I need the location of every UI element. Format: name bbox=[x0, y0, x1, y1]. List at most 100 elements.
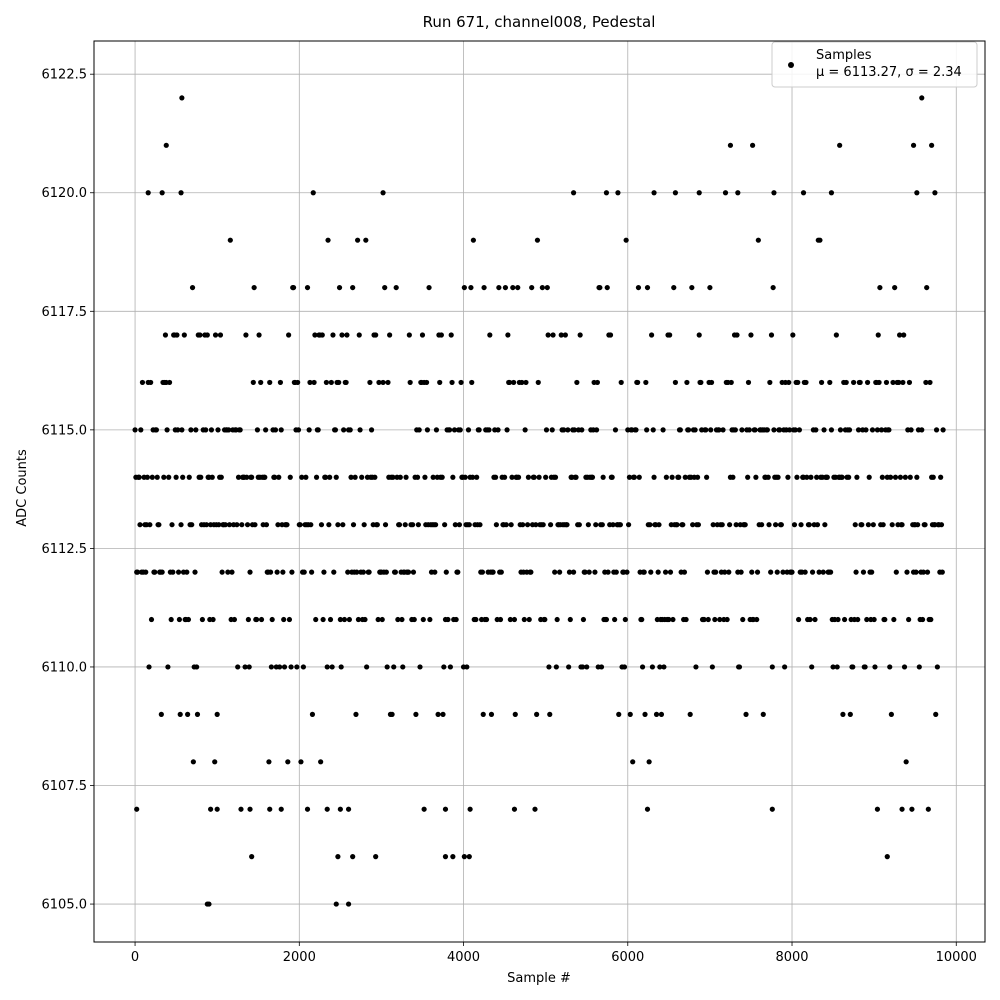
data-point bbox=[754, 616, 760, 623]
data-point bbox=[794, 474, 800, 480]
x-tick-label: 2000 bbox=[283, 950, 316, 965]
data-point bbox=[295, 427, 302, 433]
data-point bbox=[403, 474, 409, 480]
data-point bbox=[278, 806, 284, 812]
data-point bbox=[814, 522, 821, 528]
data-point bbox=[193, 427, 199, 433]
data-point bbox=[623, 237, 629, 243]
data-point bbox=[710, 522, 716, 528]
data-point bbox=[474, 474, 480, 480]
data-point bbox=[324, 664, 330, 670]
data-point bbox=[396, 522, 403, 528]
data-point bbox=[363, 237, 369, 243]
data-point bbox=[864, 616, 870, 623]
data-point bbox=[145, 190, 151, 196]
data-point bbox=[859, 522, 865, 528]
data-point bbox=[407, 379, 413, 386]
data-point bbox=[247, 806, 253, 812]
data-point bbox=[149, 474, 155, 480]
data-point bbox=[795, 379, 801, 386]
data-point bbox=[158, 711, 164, 717]
data-point bbox=[287, 474, 293, 480]
data-point bbox=[626, 522, 632, 528]
data-point bbox=[226, 522, 233, 528]
data-point bbox=[778, 522, 784, 528]
data-point bbox=[543, 427, 550, 433]
data-point bbox=[360, 569, 366, 575]
data-point bbox=[410, 522, 416, 528]
data-point bbox=[833, 332, 839, 338]
data-point bbox=[683, 616, 689, 623]
data-point bbox=[650, 427, 656, 433]
data-point bbox=[671, 284, 677, 291]
data-point bbox=[736, 664, 743, 670]
data-point bbox=[337, 616, 343, 623]
data-point bbox=[382, 284, 388, 291]
data-point bbox=[814, 474, 820, 480]
data-point bbox=[469, 379, 475, 386]
data-point bbox=[373, 332, 379, 338]
data-point bbox=[893, 569, 899, 575]
data-point bbox=[940, 427, 946, 433]
plot-frame bbox=[93, 40, 986, 943]
data-point bbox=[790, 332, 796, 338]
data-point bbox=[726, 569, 732, 575]
data-point bbox=[584, 664, 590, 670]
data-point bbox=[289, 569, 295, 575]
data-point bbox=[162, 332, 169, 338]
data-point bbox=[214, 711, 220, 717]
data-point bbox=[651, 190, 657, 196]
data-point bbox=[672, 190, 679, 196]
data-point bbox=[830, 664, 836, 670]
data-point bbox=[258, 616, 265, 623]
data-point bbox=[580, 664, 586, 670]
data-point bbox=[304, 284, 311, 291]
data-point bbox=[682, 474, 688, 480]
data-point bbox=[203, 522, 210, 528]
data-point bbox=[549, 427, 555, 433]
data-point bbox=[571, 427, 578, 433]
data-point bbox=[206, 901, 212, 907]
data-point bbox=[442, 522, 448, 528]
y-tick-label: 6122.5 bbox=[42, 68, 88, 83]
data-point bbox=[759, 522, 765, 528]
data-point bbox=[350, 522, 357, 528]
data-point bbox=[461, 854, 467, 860]
data-point bbox=[719, 522, 725, 528]
data-point bbox=[156, 522, 162, 528]
data-point bbox=[764, 427, 770, 433]
data-point bbox=[235, 474, 242, 480]
data-point bbox=[147, 522, 153, 528]
data-point bbox=[667, 332, 673, 338]
data-point bbox=[817, 237, 823, 243]
data-point bbox=[313, 616, 319, 623]
data-point bbox=[318, 522, 325, 528]
data-point bbox=[749, 569, 755, 575]
data-point bbox=[924, 284, 930, 291]
data-point bbox=[165, 664, 171, 670]
data-point bbox=[468, 284, 474, 291]
data-point bbox=[295, 379, 301, 386]
y-axis-label: ADC Counts bbox=[15, 449, 30, 527]
data-point bbox=[752, 427, 758, 433]
data-point bbox=[515, 284, 521, 291]
data-point bbox=[938, 522, 945, 528]
data-point bbox=[920, 569, 927, 575]
data-point bbox=[577, 332, 583, 338]
data-point bbox=[740, 616, 746, 623]
data-point bbox=[663, 474, 669, 480]
data-point bbox=[886, 427, 892, 433]
data-point bbox=[621, 664, 628, 670]
data-point bbox=[216, 522, 222, 528]
data-point bbox=[159, 190, 165, 196]
data-point bbox=[672, 379, 679, 386]
data-point bbox=[397, 474, 403, 480]
data-point bbox=[934, 664, 940, 670]
data-point bbox=[180, 474, 186, 480]
data-point bbox=[597, 284, 603, 291]
data-point bbox=[846, 474, 852, 480]
legend-box bbox=[771, 41, 978, 88]
data-point bbox=[406, 332, 412, 338]
data-point bbox=[648, 569, 654, 575]
